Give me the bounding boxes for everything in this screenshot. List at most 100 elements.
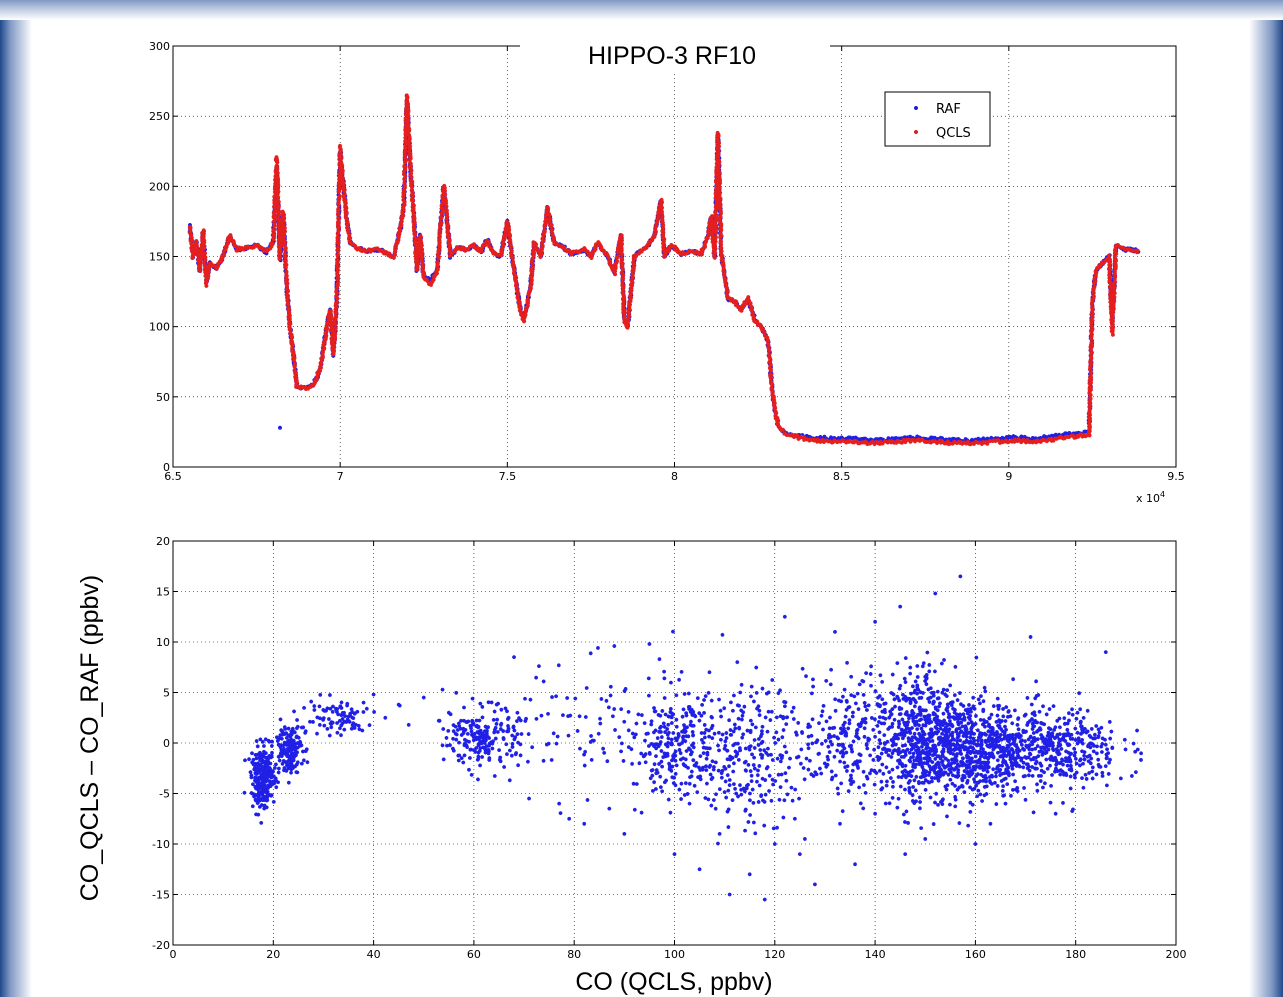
scatter-point: [762, 897, 767, 902]
series-segment: [1053, 433, 1077, 441]
x-tick-label: 9.5: [1167, 470, 1185, 483]
c1-series: [187, 93, 1141, 447]
x-tick-label: 7.5: [499, 470, 517, 483]
series-segment: [618, 233, 627, 323]
scatter-point: [797, 852, 802, 856]
c2-tick-labels: 0 20 40 60 80 100 120 140 160 180 200 -20 -15 -10 -5 0 5…: [152, 535, 1186, 961]
x-tick-label: 7: [337, 470, 344, 483]
legend-marker-qcls: [914, 130, 918, 134]
series-segment: [782, 431, 800, 440]
scatter-point: [747, 872, 752, 877]
scatter-point: [527, 796, 531, 801]
scatter-point: [361, 700, 366, 705]
scatter-point: [1118, 776, 1123, 781]
series-segment: [311, 369, 322, 387]
c1-title: HIPPO-3 RF10: [588, 42, 756, 70]
chart-difference-scatter: 0 20 40 60 80 100 120 140 160 180 200 -20 -15 -10 -5 0 5…: [76, 535, 1187, 996]
y-tick-label: 5: [163, 687, 170, 700]
series-segment: [596, 240, 610, 257]
y-tick-label: 200: [149, 180, 170, 193]
series-segment: [913, 437, 936, 445]
series-segment: [719, 252, 730, 300]
scatter-point: [1088, 761, 1093, 766]
x-tick-label: 6.5: [164, 470, 182, 483]
c2-y-axis-label: CO_QCLS – CO_RAF (ppbv): [76, 575, 104, 902]
series-segment: [1130, 248, 1140, 255]
series-segment: [384, 250, 394, 260]
series-segment: [330, 296, 340, 357]
scatter-point: [512, 655, 516, 660]
series-raf: [187, 100, 1141, 444]
x-tick-label: 0: [170, 948, 177, 961]
series-segment: [220, 235, 232, 259]
c2-plot-frame: [172, 540, 1177, 946]
y-tick-label: 250: [149, 110, 170, 123]
scatter-point: [647, 642, 652, 646]
y-tick-label: 50: [156, 391, 170, 404]
y-tick-label: 15: [156, 586, 170, 599]
scatter-point: [567, 816, 572, 821]
x-tick-label: 180: [1065, 948, 1086, 961]
x-tick-label: 60: [467, 948, 481, 961]
series-segment: [625, 256, 637, 330]
y-tick-label: 150: [149, 251, 170, 264]
scatter-point: [421, 695, 426, 700]
series-segment: [228, 233, 239, 249]
c2-x-axis-label: CO (QCLS, ppbv): [575, 968, 772, 996]
series-segment: [464, 243, 475, 252]
series-segment: [832, 438, 857, 445]
series-segment: [662, 245, 672, 259]
scatter-point: [637, 761, 642, 766]
series-segment: [287, 324, 296, 356]
scatter-point: [446, 710, 451, 715]
y-tick-label: 10: [156, 636, 170, 649]
series-segment: [893, 437, 916, 445]
series-segment: [472, 242, 482, 254]
scatter-point: [873, 811, 877, 816]
scatter-point: [833, 630, 837, 634]
x-tick-label: 160: [965, 948, 986, 961]
scatter-point: [1053, 811, 1058, 816]
series-segment: [1109, 243, 1119, 337]
c1-grid: [172, 45, 1177, 468]
series-segment: [559, 244, 572, 255]
x-tick-label: 200: [1166, 948, 1187, 961]
series-segment: [435, 186, 446, 272]
series-segment: [203, 263, 213, 288]
series-segment: [872, 439, 897, 447]
scatter-point: [697, 867, 702, 872]
x-tick-label: 8.5: [833, 470, 851, 483]
scatter-point: [436, 718, 441, 723]
c2-grid: [172, 540, 1177, 946]
series-segment: [605, 253, 616, 273]
series-segment: [589, 242, 600, 260]
y-tick-label: 100: [149, 321, 170, 334]
scatter-point: [727, 892, 732, 897]
x-tick-label: 100: [664, 948, 685, 961]
scatter-point: [923, 837, 928, 841]
series-qcls: [187, 93, 1140, 447]
series-segment: [441, 183, 453, 257]
scatter-point: [406, 722, 411, 727]
y-tick-label: -10: [152, 838, 170, 851]
series-segment: [318, 326, 330, 371]
series-segment: [345, 218, 353, 244]
scatter-point: [1068, 786, 1073, 791]
slide-top-band: [0, 0, 1283, 20]
x-tick-label: 40: [367, 948, 381, 961]
series-segment: [338, 143, 346, 186]
legend-label-raf: RAF: [936, 102, 961, 117]
scatter-point: [898, 604, 903, 609]
scatter-point: [782, 614, 787, 619]
scatter-point: [717, 832, 722, 836]
scatter-point: [958, 574, 963, 579]
series-segment: [512, 268, 523, 313]
series-segment: [699, 236, 710, 257]
series-segment: [291, 352, 299, 387]
scatter-point: [622, 832, 627, 836]
scatter-point: [582, 821, 587, 826]
legend-box: [884, 91, 991, 147]
x-tick-label: 80: [567, 948, 581, 961]
scatter-point: [973, 842, 978, 846]
c2-series: [242, 574, 1144, 902]
